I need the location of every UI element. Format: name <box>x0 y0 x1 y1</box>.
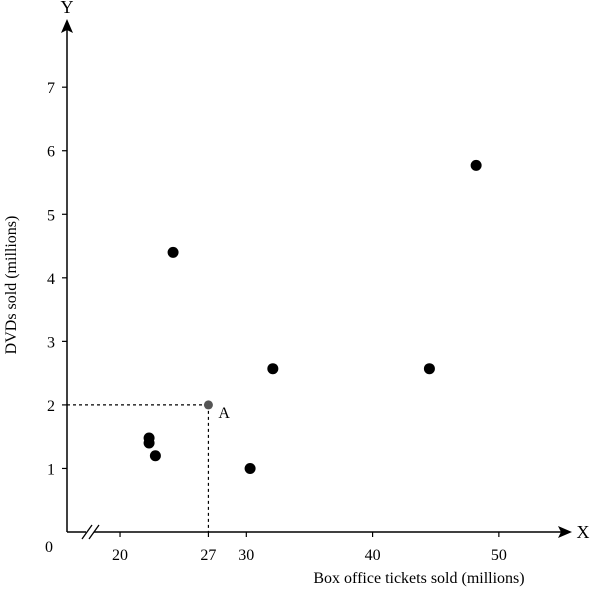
x-axis-arrow <box>558 526 572 538</box>
x-ticks: 20 27 30 40 50 <box>112 532 507 564</box>
y-axis-letter: Y <box>61 0 74 17</box>
axes <box>61 19 572 540</box>
highlight-point-a <box>203 400 213 410</box>
data-point <box>267 363 279 375</box>
y-tick-label: 4 <box>47 271 55 288</box>
x-axis-title: Box office tickets sold (millions) <box>313 570 524 587</box>
origin-label: 0 <box>45 539 53 556</box>
data-point <box>149 450 161 462</box>
y-axis-arrow <box>61 19 73 33</box>
y-axis-title: DVDs sold (millions) <box>3 216 20 355</box>
x-tick-label: 30 <box>238 547 254 564</box>
y-tick-label: 2 <box>47 398 55 415</box>
data-point <box>423 363 435 375</box>
y-tick-label: 3 <box>47 334 55 351</box>
data-point <box>143 437 155 449</box>
axis-break-mark-right <box>88 524 100 540</box>
x-tick-label: 50 <box>491 547 507 564</box>
y-ticks: 1 2 3 4 5 6 7 <box>47 80 67 478</box>
data-point <box>244 462 256 474</box>
axis-break-mark-left <box>81 524 93 540</box>
x-tick-label: 20 <box>112 547 128 564</box>
data-point <box>167 246 179 258</box>
x-axis-letter: X <box>577 522 590 542</box>
data-point <box>470 159 482 171</box>
y-tick-label: 6 <box>47 144 55 161</box>
x-tick-label: 40 <box>365 547 381 564</box>
reference-lines <box>67 404 210 532</box>
y-tick-label: 1 <box>47 461 55 478</box>
x-tick-label: 27 <box>200 547 216 564</box>
y-tick-label: 5 <box>47 207 55 224</box>
highlight-point-label: A <box>218 405 230 422</box>
axis-break-gap <box>86 526 94 538</box>
data-points: A <box>143 159 482 474</box>
y-tick-label: 7 <box>47 80 55 97</box>
